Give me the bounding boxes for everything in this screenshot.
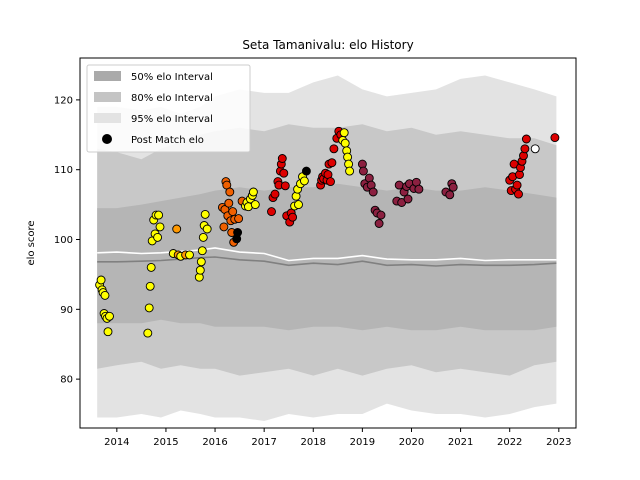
- data-point-67: [279, 168, 289, 178]
- data-point-114: [394, 180, 404, 190]
- data-point-66: [277, 154, 287, 163]
- data-point-112: [376, 210, 386, 220]
- data-point-96: [339, 128, 349, 138]
- data-point-30: [197, 246, 207, 256]
- data-point-31: [198, 232, 208, 242]
- data-point-45: [228, 207, 238, 217]
- legend-swatch: [94, 113, 121, 123]
- y-tick-label: 110: [54, 165, 73, 176]
- data-point-76: [294, 200, 303, 210]
- x-tick-label: 2022: [497, 437, 522, 448]
- y-tick-label: 100: [54, 235, 73, 246]
- x-tick-label: 2016: [202, 437, 227, 448]
- data-point-6: [100, 290, 110, 300]
- y-axis: 80 90 100 110 120: [54, 95, 80, 386]
- median-line: [97, 247, 557, 262]
- data-point-72: [288, 212, 298, 222]
- data-point-90: [327, 158, 337, 168]
- x-axis: 2014 2015 2016 2017 2018 2019 2020 2021 2022 2023: [104, 428, 572, 448]
- x-tick-label: 2015: [153, 437, 178, 448]
- data-point-57: [248, 187, 258, 197]
- data-point-133: [514, 189, 523, 199]
- data-point-118: [403, 194, 413, 204]
- data-point-11: [144, 303, 154, 313]
- x-tick-label: 2023: [546, 437, 571, 448]
- legend-label: 95% elo Interval: [131, 114, 213, 125]
- trend-lines: [97, 247, 557, 267]
- mean-line: [97, 256, 557, 267]
- x-tick-label: 2021: [448, 437, 473, 448]
- data-point-34: [202, 224, 212, 234]
- data-point-140: [530, 144, 540, 154]
- data-point-18: [153, 232, 163, 242]
- data-point-33: [200, 209, 210, 219]
- data-point-50: [234, 214, 244, 224]
- data-point-8: [103, 327, 113, 337]
- data-point-41: [224, 198, 234, 208]
- data-point-103: [358, 166, 368, 176]
- band-50: [97, 183, 557, 331]
- data-point-132: [512, 180, 522, 190]
- x-tick-label: 2019: [350, 437, 375, 448]
- data-point-141: [550, 133, 560, 143]
- data-point-59: [267, 207, 276, 217]
- data-point-79: [299, 176, 309, 186]
- data-point-101: [345, 166, 355, 176]
- data-point-111: [374, 219, 384, 228]
- data-point-28: [195, 265, 205, 275]
- y-axis-label: elo score: [26, 220, 37, 265]
- data-point-20: [155, 222, 165, 232]
- data-point-89: [326, 177, 335, 187]
- plot-frame: [79, 57, 577, 429]
- data-points: [95, 126, 560, 338]
- data-point-12: [145, 281, 155, 291]
- data-point-22: [172, 224, 182, 234]
- data-point-10: [143, 328, 153, 338]
- data-point-80: [301, 166, 311, 176]
- legend-marker: [102, 134, 112, 144]
- data-point-19: [154, 210, 164, 220]
- x-tick-label: 2014: [104, 437, 129, 448]
- plot-area: [95, 75, 560, 421]
- data-point-1: [96, 275, 106, 285]
- chart-title: Seta Tamanivalu: elo History: [242, 38, 413, 52]
- data-point-97: [340, 138, 350, 148]
- data-point-91: [329, 144, 339, 154]
- legend-label: 50% elo Interval: [131, 72, 213, 83]
- data-point-122: [414, 184, 424, 194]
- legend-swatch: [94, 71, 121, 81]
- legend-label: 80% elo Interval: [131, 93, 213, 104]
- data-point-138: [520, 144, 530, 154]
- data-point-124: [445, 190, 455, 200]
- data-point-58: [250, 200, 260, 210]
- data-point-139: [521, 134, 531, 144]
- data-point-26: [185, 250, 194, 260]
- data-point-68: [280, 181, 290, 191]
- x-tick-label: 2018: [301, 437, 326, 448]
- y-tick-label: 120: [54, 95, 73, 106]
- legend: 50% elo Interval 80% elo Interval 95% elo …: [86, 64, 251, 153]
- legend-box: [86, 64, 251, 153]
- x-tick-label: 2020: [399, 437, 424, 448]
- data-point-61: [270, 189, 280, 199]
- interval-bands: [97, 75, 557, 421]
- legend-swatch: [94, 92, 121, 102]
- legend-label: Post Match elo: [131, 135, 204, 146]
- data-point-42: [225, 187, 235, 197]
- data-point-29: [196, 257, 206, 267]
- y-tick-label: 90: [60, 305, 73, 316]
- y-tick-label: 80: [60, 375, 73, 386]
- x-tick-label: 2017: [251, 437, 276, 448]
- data-point-13: [146, 262, 156, 272]
- data-point-9: [105, 311, 114, 321]
- data-point-36: [219, 222, 229, 232]
- data-point-126: [448, 182, 458, 192]
- data-point-49: [233, 228, 243, 237]
- data-point-108: [368, 187, 378, 197]
